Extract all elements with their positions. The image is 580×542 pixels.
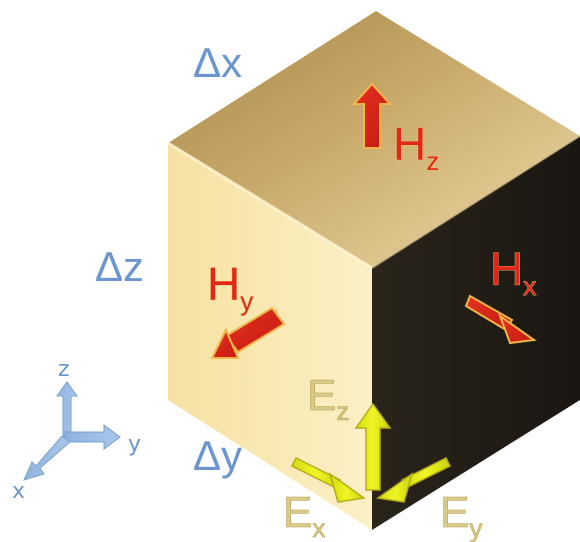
axis-z-label: z: [58, 357, 70, 382]
hz-label: Hz: [393, 118, 439, 176]
cube-right-face: [372, 136, 580, 530]
ez-label: Ez: [307, 371, 349, 426]
coordinate-axes-icon: [23, 381, 121, 481]
hy-arrow-icon: [210, 306, 286, 359]
delta-x-label: Δx: [193, 39, 242, 86]
ey-label: Ey: [440, 488, 482, 542]
ey-arrow-icon: [376, 456, 452, 503]
cube-left-face: [168, 143, 372, 530]
delta-z-label: Δz: [95, 243, 144, 290]
delta-y-label: Δy: [193, 432, 242, 479]
ex-arrow-icon: [290, 456, 366, 503]
hx-label: Hx: [490, 243, 536, 301]
ex-label: Ex: [283, 488, 325, 542]
hy-label: Hy: [207, 258, 253, 316]
axis-x-label: x: [12, 479, 25, 504]
ez-arrow-icon: [354, 402, 392, 491]
hz-arrow-icon: [351, 82, 393, 149]
hx-arrow-icon: [464, 294, 537, 345]
axis-y-label: y: [128, 432, 141, 457]
